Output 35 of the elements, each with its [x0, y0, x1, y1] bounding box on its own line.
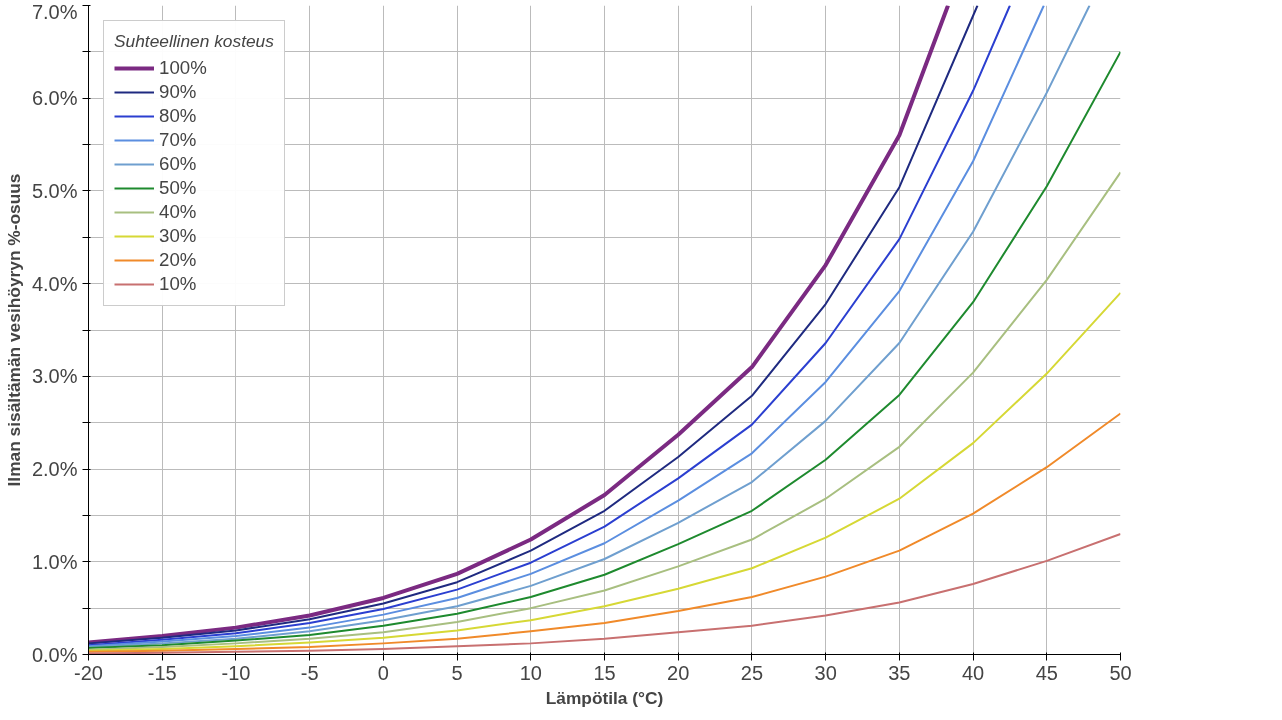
legend-label: 90%: [159, 81, 197, 103]
legend-title: Suhteellinen kosteus: [114, 31, 274, 52]
x-tick-label: 10: [519, 661, 542, 684]
y-tick-label: 3.0%: [31, 365, 78, 388]
x-tick-label: 45: [1035, 661, 1058, 684]
legend-label: 20%: [159, 249, 197, 271]
legend-label: 30%: [159, 225, 197, 247]
x-tick-label: 20: [667, 661, 690, 684]
x-tick-label: -10: [221, 661, 251, 684]
x-tick-label: -5: [300, 661, 319, 684]
x-tick-label: 50: [1109, 661, 1132, 684]
y-tick-label: 7.0%: [31, 0, 78, 23]
x-tick-label: 0: [377, 661, 389, 684]
x-tick-label: 25: [740, 661, 764, 684]
y-tick-label: 2.0%: [31, 458, 78, 481]
x-axis-title: Lämpötila (°C): [545, 687, 664, 708]
line-series: [88, 171, 1121, 651]
y-tick-label: 5.0%: [31, 179, 78, 202]
y-tick-label: 4.0%: [31, 272, 78, 295]
y-tick-label: 6.0%: [31, 87, 78, 110]
legend-label: 40%: [159, 201, 197, 223]
legend-label: 60%: [159, 153, 197, 175]
x-tick-label: 5: [451, 661, 463, 684]
legend-label: 100%: [159, 57, 207, 79]
x-tick-label: 15: [593, 661, 616, 684]
x-tick-label: 35: [888, 661, 911, 684]
legend-label: 10%: [159, 273, 197, 295]
legend-label: 50%: [159, 177, 197, 199]
y-tick-label: 1.0%: [31, 550, 78, 573]
x-tick-label: -15: [147, 661, 177, 684]
legend-label: 80%: [159, 105, 197, 127]
legend-label: 70%: [159, 129, 197, 151]
x-tick-label: 40: [961, 661, 985, 684]
y-axis-title: Ilman sisältämän vesihöyryn %-osuus: [3, 173, 24, 487]
x-tick-label: 30: [814, 661, 837, 684]
